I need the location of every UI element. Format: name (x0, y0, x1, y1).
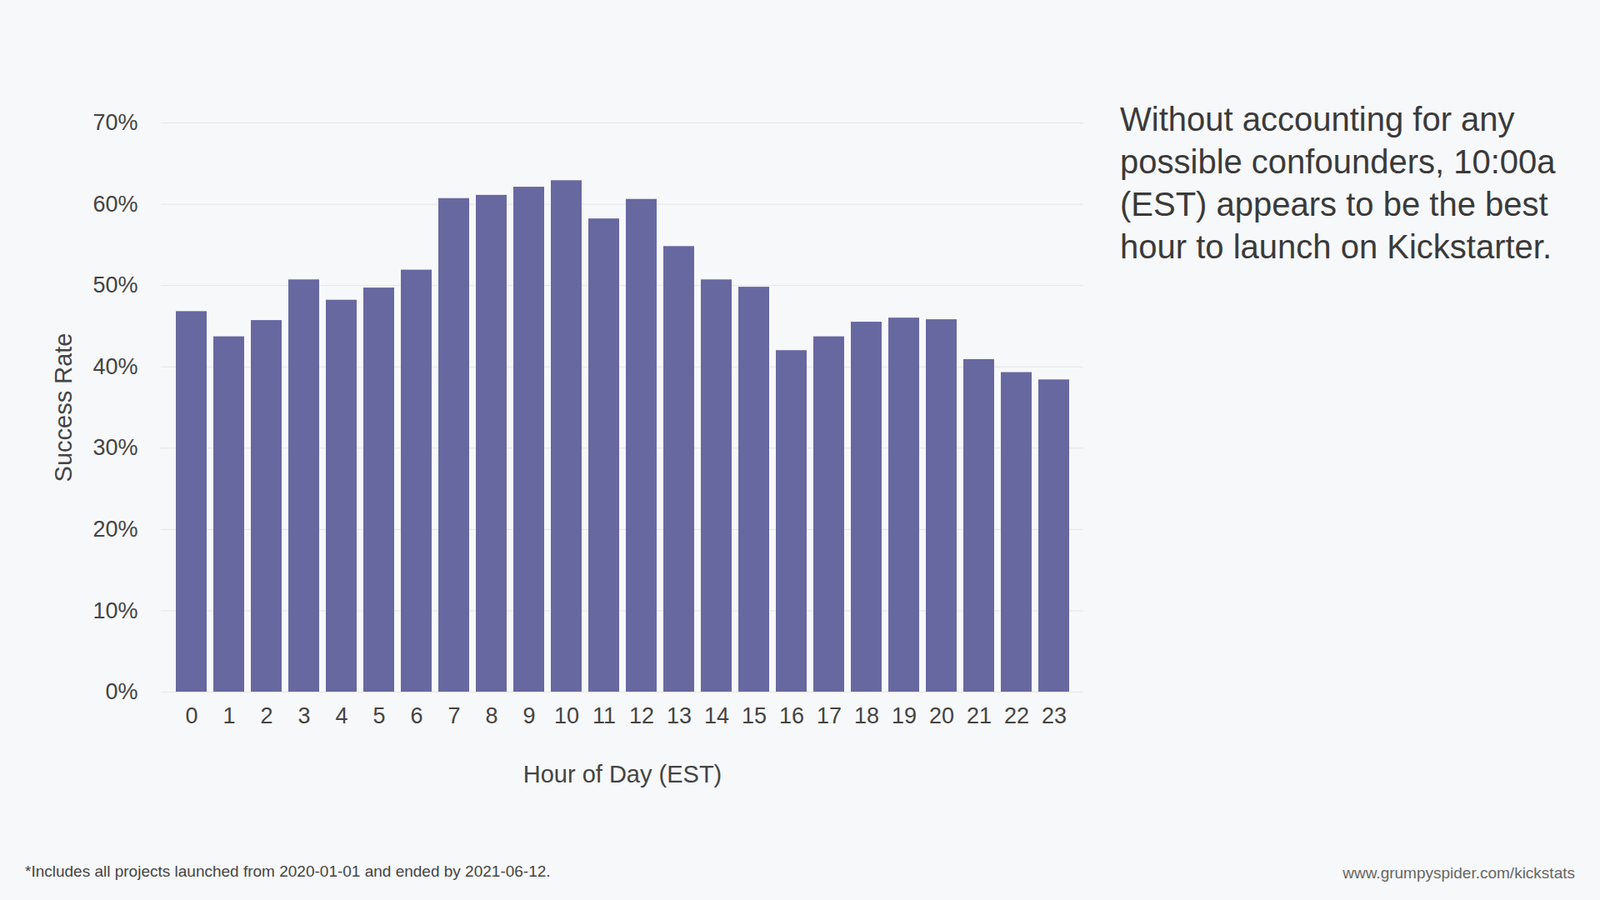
svg-text:8: 8 (485, 703, 498, 729)
svg-text:15: 15 (741, 703, 767, 729)
svg-text:2: 2 (260, 703, 273, 729)
svg-text:50%: 50% (92, 272, 138, 298)
svg-text:6: 6 (410, 703, 423, 729)
svg-text:20%: 20% (92, 516, 138, 542)
html-text:www.grumpyspider.com/kickstats: www.grumpyspider.com/kickstats (1342, 864, 1575, 882)
html-text:*Includes all projects launche: *Includes all projects launched from 202… (25, 862, 551, 880)
svg-text:10: 10 (554, 703, 580, 729)
svg-text:3: 3 (297, 703, 310, 729)
svg-text:18: 18 (854, 703, 880, 729)
html-text:Without accounting for any pos: Without accounting for any possible conf… (1120, 100, 1556, 265)
svg-text:70%: 70% (92, 110, 138, 135)
svg-text:20: 20 (929, 703, 955, 729)
svg-text:Success Rate: Success Rate (50, 333, 77, 483)
svg-text:22: 22 (1004, 703, 1030, 729)
svg-text:23: 23 (1041, 703, 1067, 729)
svg-text:0%: 0% (105, 679, 138, 705)
svg-text:11: 11 (592, 703, 616, 729)
svg-text:13: 13 (666, 703, 692, 729)
svg-text:1: 1 (222, 703, 235, 729)
svg-text:10%: 10% (92, 598, 138, 624)
svg-text:14: 14 (704, 703, 730, 729)
svg-text:30%: 30% (92, 435, 138, 460)
svg-text:12: 12 (629, 703, 655, 729)
svg-text:0: 0 (185, 703, 198, 729)
svg-text:4: 4 (335, 703, 348, 729)
svg-text:9: 9 (522, 703, 535, 729)
svg-text:21: 21 (966, 703, 992, 729)
svg-text:40%: 40% (92, 354, 138, 380)
svg-text:19: 19 (891, 703, 917, 729)
svg-text:7: 7 (447, 703, 460, 729)
svg-text:60%: 60% (92, 191, 138, 217)
svg-text:16: 16 (779, 703, 805, 729)
svg-text:Hour of Day (EST): Hour of Day (EST) (523, 760, 723, 788)
svg-text:17: 17 (816, 703, 842, 729)
svg-text:5: 5 (372, 703, 385, 729)
